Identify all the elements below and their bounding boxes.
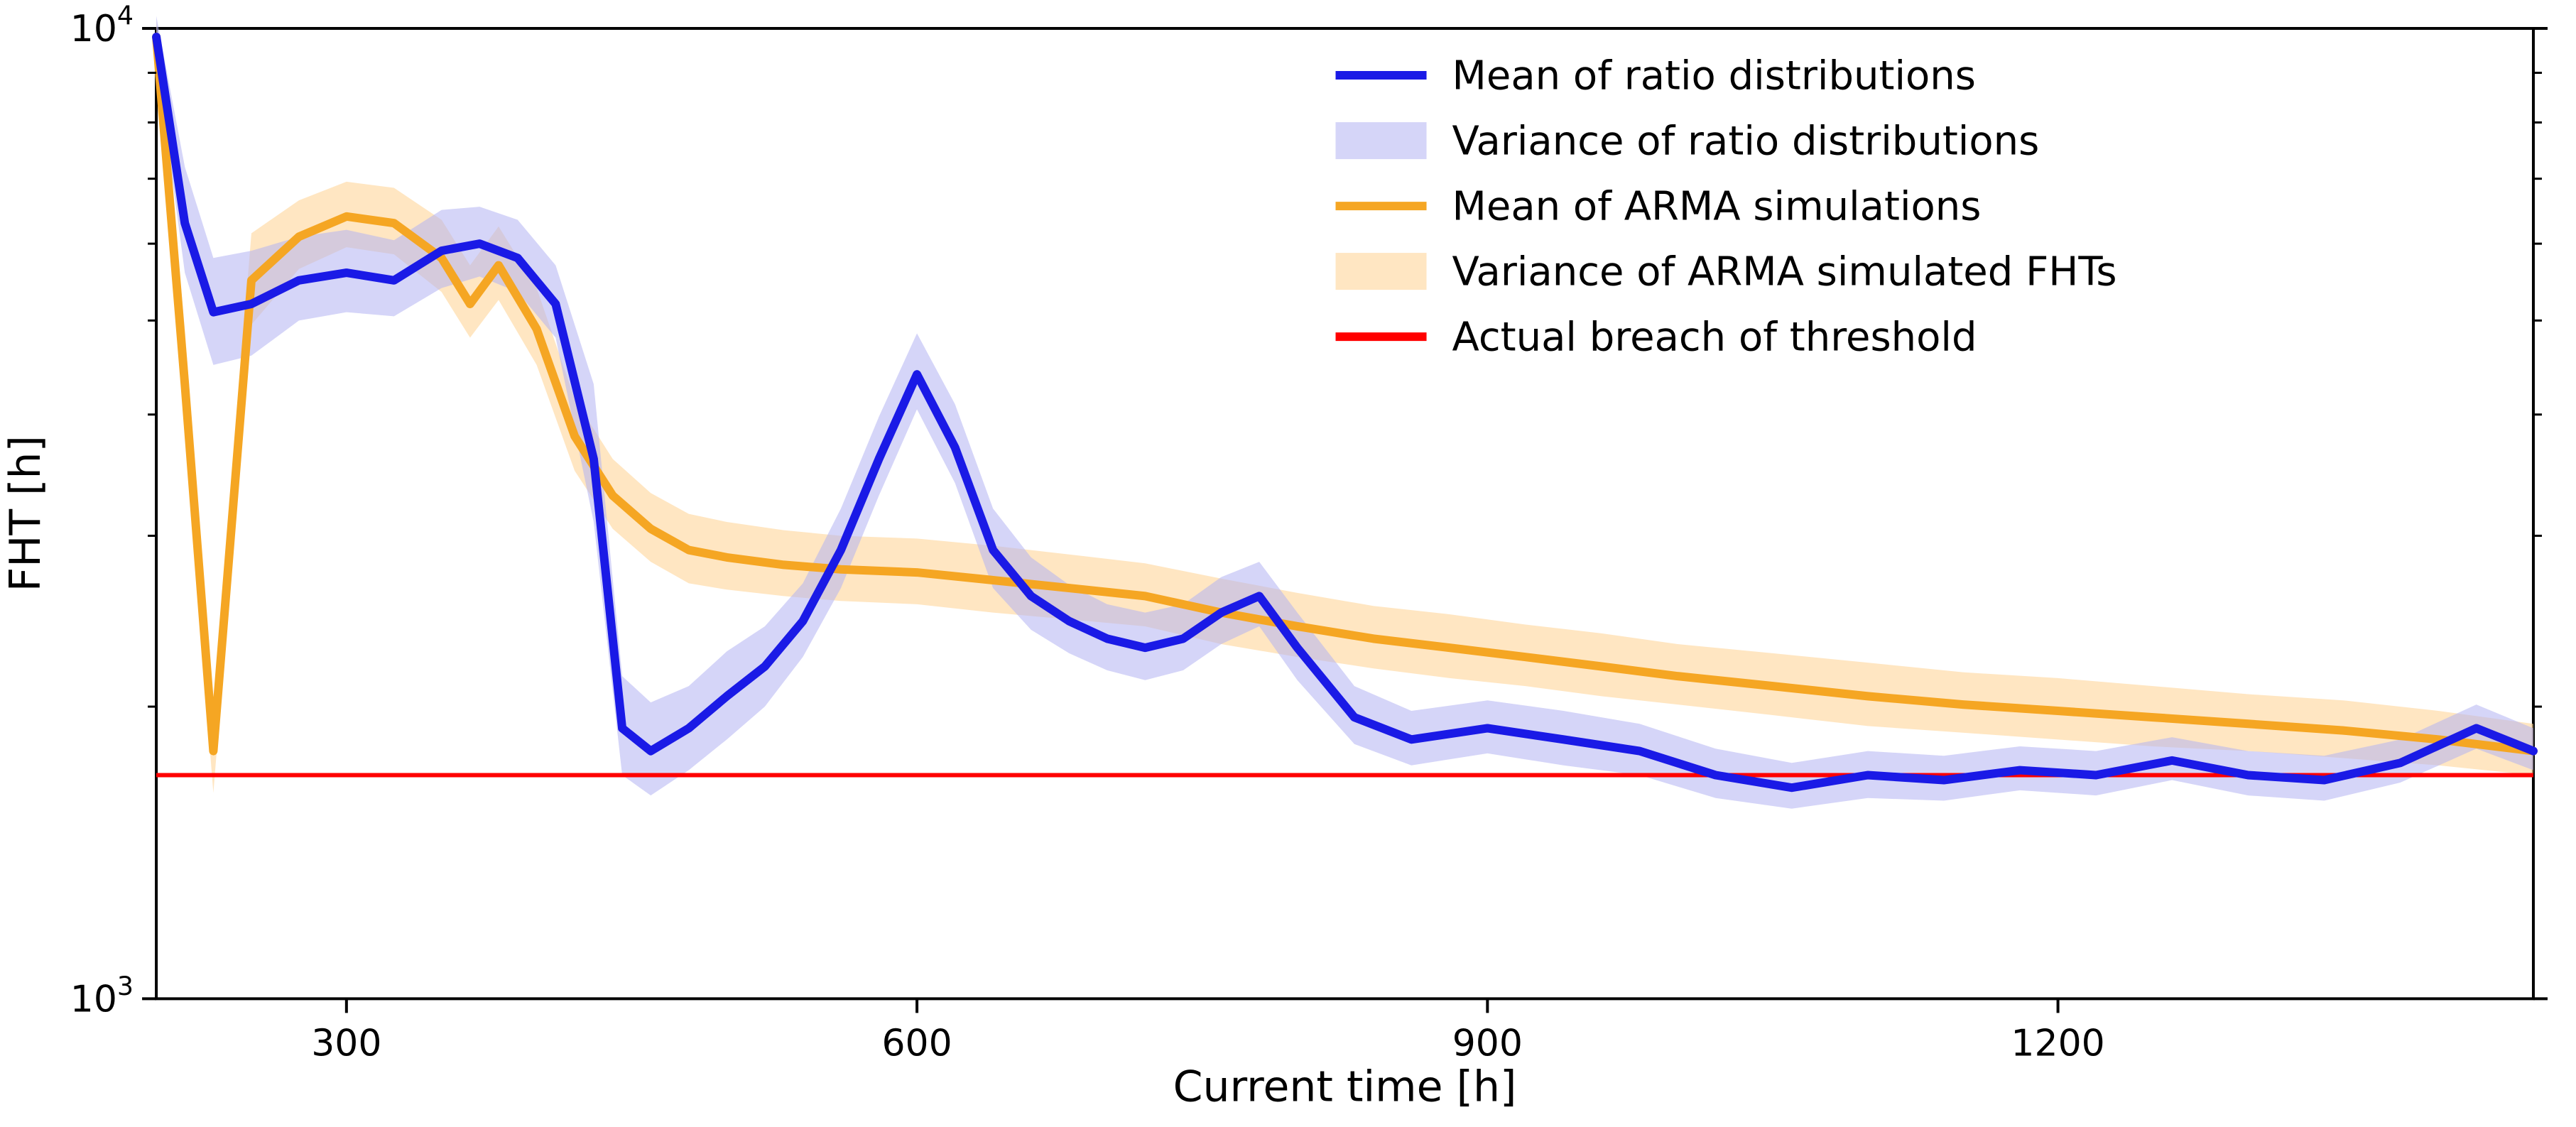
fht-chart: 3006009001200Current time [h]103104FHT […	[0, 0, 2576, 1126]
chart-svg: 3006009001200Current time [h]103104FHT […	[0, 0, 2576, 1126]
x-axis-label: Current time [h]	[1173, 1062, 1517, 1111]
legend-ratio-var-label: Variance of ratio distributions	[1452, 119, 2040, 165]
y-axis-label: FHT [h]	[1, 435, 50, 592]
x-tick-label: 1200	[2011, 1022, 2104, 1065]
x-tick-label: 300	[311, 1022, 381, 1065]
legend-arma-var-swatch	[1336, 253, 1427, 290]
x-tick-label: 600	[881, 1022, 952, 1065]
x-tick-label: 900	[1452, 1022, 1523, 1065]
legend-arma-mean-label: Mean of ARMA simulations	[1452, 184, 1982, 230]
legend-ratio-var-swatch	[1336, 122, 1427, 159]
legend-arma-var-label: Variance of ARMA simulated FHTs	[1452, 249, 2117, 295]
legend-ratio-mean-label: Mean of ratio distributions	[1452, 53, 1976, 99]
legend-threshold-label: Actual breach of threshold	[1452, 315, 1977, 361]
